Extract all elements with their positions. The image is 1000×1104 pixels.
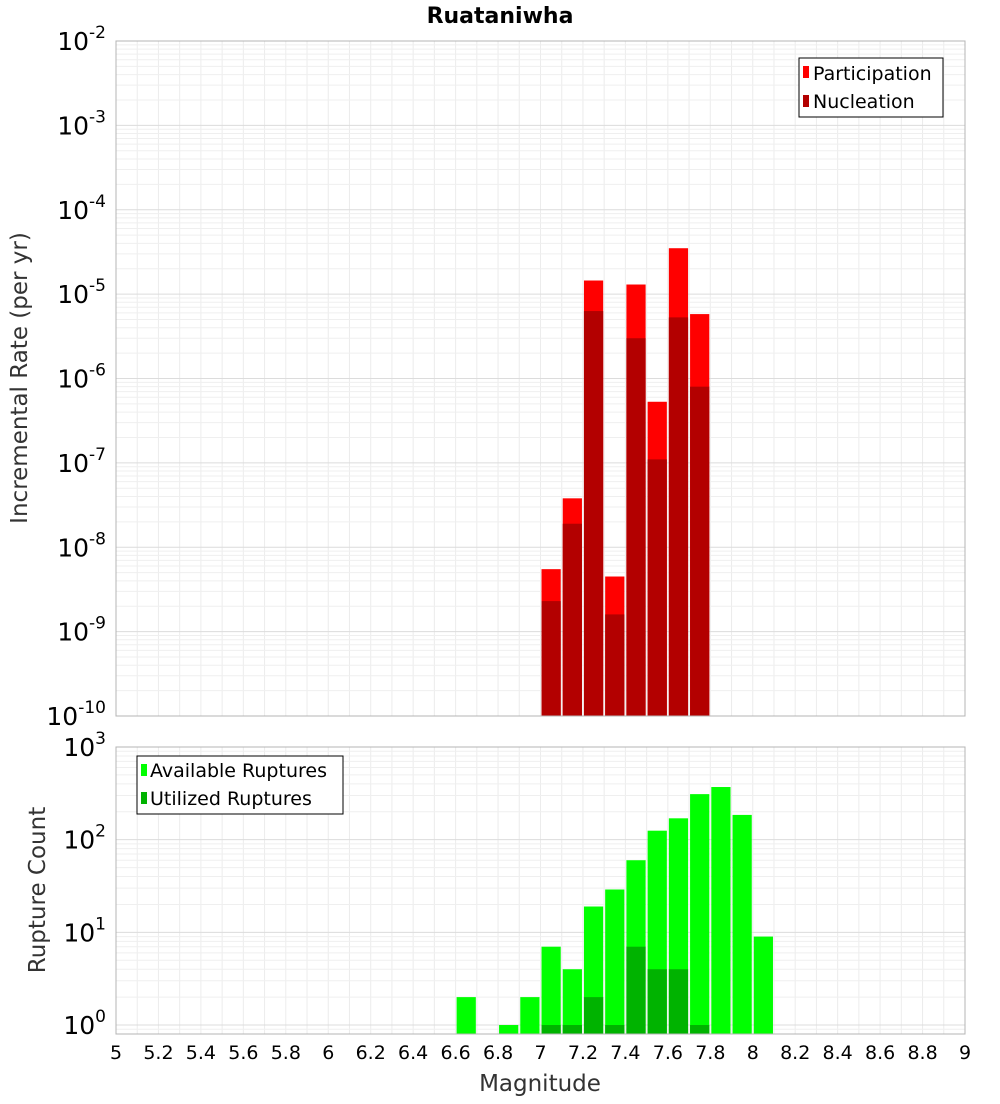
x-tick-labels: 5 5.2 5.4 5.6 5.8 6 6.2 6.4 6.6 6.8 7 7.2 7.4 7.6 7.8 8… [110,1042,971,1064]
nucleation-bar [668,317,689,716]
x-tick-label: 6.6 [440,1042,470,1064]
legend-label-utilized: Utilized Ruptures [150,788,312,810]
utilized-ruptures-bar [562,1025,582,1034]
top-y-tick-label: 10-10 [46,698,106,731]
legend-swatch-nucleation [803,95,809,107]
available-ruptures-bar [499,1025,519,1034]
top-panel: 10-2 10-3 10-4 10-5 10-6 10-7 10-8 10-9 10-10 In… [7,23,966,731]
x-tick-label: 5.2 [143,1042,173,1064]
bottom-y-tick-label: 101 [63,914,106,947]
bottom-panel: 103 102 101 100 5 5.2 5.4 5.6 5.8 6 6.2 6.4 6.6 6.8 7… [25,729,971,1097]
x-tick-label: 8.4 [823,1042,853,1064]
x-tick-label: 8.2 [780,1042,810,1064]
top-y-tick-label: 10-2 [57,23,106,56]
available-ruptures-bar [541,946,561,1034]
x-tick-label: 6.2 [356,1042,386,1064]
legend-swatch-participation [803,66,809,78]
top-bars [541,248,710,717]
top-legend: Participation Nucleation [798,57,944,118]
available-ruptures-bar [605,889,625,1034]
nucleation-bar [626,338,646,716]
x-tick-label: 7.2 [568,1042,598,1064]
utilized-ruptures-bar [690,1025,710,1034]
chart-title: Ruataniwha [427,4,574,29]
legend-swatch-utilized [141,792,147,804]
available-ruptures-bar [520,997,540,1034]
legend-label-nucleation: Nucleation [813,91,915,113]
nucleation-bar [583,311,604,716]
nucleation-bar [562,523,582,716]
top-y-tick-label: 10-6 [57,361,106,394]
x-axis-label: Magnitude [479,1071,601,1097]
legend-label-available: Available Ruptures [150,760,327,782]
x-tick-label: 5 [110,1042,122,1064]
top-y-tick-label: 10-3 [57,107,106,140]
legend-label-participation: Participation [813,63,932,85]
legend-swatch-available [141,764,147,776]
top-y-tick-label: 10-5 [57,276,106,309]
utilized-ruptures-bar [605,1025,625,1034]
nucleation-bar [647,459,667,716]
available-ruptures-bar [732,814,752,1034]
x-tick-label: 7.4 [610,1042,640,1064]
top-y-tick-labels: 10-2 10-3 10-4 10-5 10-6 10-7 10-8 10-9 10-10 [46,23,106,731]
bottom-y-tick-label: 102 [63,822,106,855]
bottom-legend-box [136,755,344,815]
top-y-tick-label: 10-9 [57,614,106,647]
utilized-ruptures-bar [626,946,646,1034]
bottom-legend: Available Ruptures Utilized Ruptures [136,755,344,815]
bottom-y-axis-label: Rupture Count [25,807,51,973]
available-ruptures-bar [562,969,582,1034]
top-plot-border [115,40,966,717]
top-y-axis-label: Incremental Rate (per yr) [7,232,33,524]
available-ruptures-bar [711,787,731,1034]
utilized-ruptures-bar [541,1025,561,1034]
bottom-plot-border [115,746,966,1035]
bottom-y-tick-label: 100 [63,1007,106,1040]
nucleation-bar [541,601,561,716]
top-grid [115,40,966,717]
available-ruptures-bar [456,997,476,1034]
bottom-bars [456,787,773,1034]
utilized-ruptures-bar [668,969,689,1034]
nucleation-bar [605,614,625,716]
bottom-y-tick-label: 103 [63,729,106,762]
x-tick-label: 8 [747,1042,759,1064]
available-ruptures-bar [753,936,773,1034]
bottom-y-tick-labels: 103 102 101 100 [63,729,106,1040]
x-tick-label: 8.6 [865,1042,895,1064]
nucleation-bar [690,386,710,716]
x-tick-label: 5.6 [228,1042,258,1064]
available-ruptures-bar [690,794,710,1034]
x-tick-label: 9 [959,1042,971,1064]
top-y-tick-label: 10-4 [57,192,106,225]
x-tick-label: 7 [534,1042,546,1064]
top-legend-box [798,57,944,118]
utilized-ruptures-bar [583,997,604,1034]
x-tick-label: 6.4 [398,1042,428,1064]
x-tick-label: 8.8 [907,1042,937,1064]
top-y-tick-label: 10-7 [57,445,106,478]
x-tick-label: 5.4 [186,1042,216,1064]
x-tick-label: 7.6 [653,1042,683,1064]
x-tick-label: 7.8 [695,1042,725,1064]
top-y-tick-label: 10-8 [57,529,106,562]
x-tick-label: 6 [322,1042,334,1064]
utilized-ruptures-bar [647,969,667,1034]
x-tick-label: 6.8 [483,1042,513,1064]
x-tick-label: 5.8 [271,1042,301,1064]
